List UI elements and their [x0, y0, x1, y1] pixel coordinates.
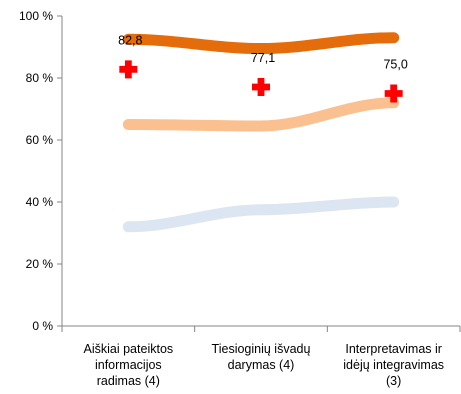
- x-category-label: Tiesioginių išvadų darymas (4): [212, 342, 311, 372]
- y-tick-label: 40 %: [26, 195, 54, 209]
- x-category-label: Aiškiai pateiktos informacijos radimas (4): [84, 342, 174, 388]
- chart-labels: 82,8 77,1 75,0: [118, 33, 408, 71]
- y-tick-label: 20 %: [26, 257, 54, 271]
- y-tick-label: 60 %: [26, 133, 54, 147]
- chart-markers: [119, 60, 403, 103]
- data-label: 82,8: [118, 33, 142, 47]
- y-tick-label: 80 %: [26, 71, 54, 85]
- chart-series: [122, 32, 400, 233]
- y-tick-label: 0 %: [32, 319, 53, 333]
- series-line-2: [122, 97, 400, 132]
- chart-axes: 0 % 20 % 40 % 60 % 80 % 100 % Aiškiai pateikto…: [19, 9, 461, 388]
- marker-point: [119, 60, 138, 79]
- marker-point: [252, 77, 270, 96]
- series-line-1: [122, 32, 400, 55]
- x-category-label: Interpretavimas ir idėjų integravimas (3): [343, 342, 444, 388]
- y-tick-label: 100 %: [19, 9, 53, 23]
- marker-point: [384, 84, 403, 103]
- data-label: 75,0: [383, 58, 407, 72]
- data-label: 77,1: [251, 51, 275, 65]
- series-line-3: [122, 196, 400, 233]
